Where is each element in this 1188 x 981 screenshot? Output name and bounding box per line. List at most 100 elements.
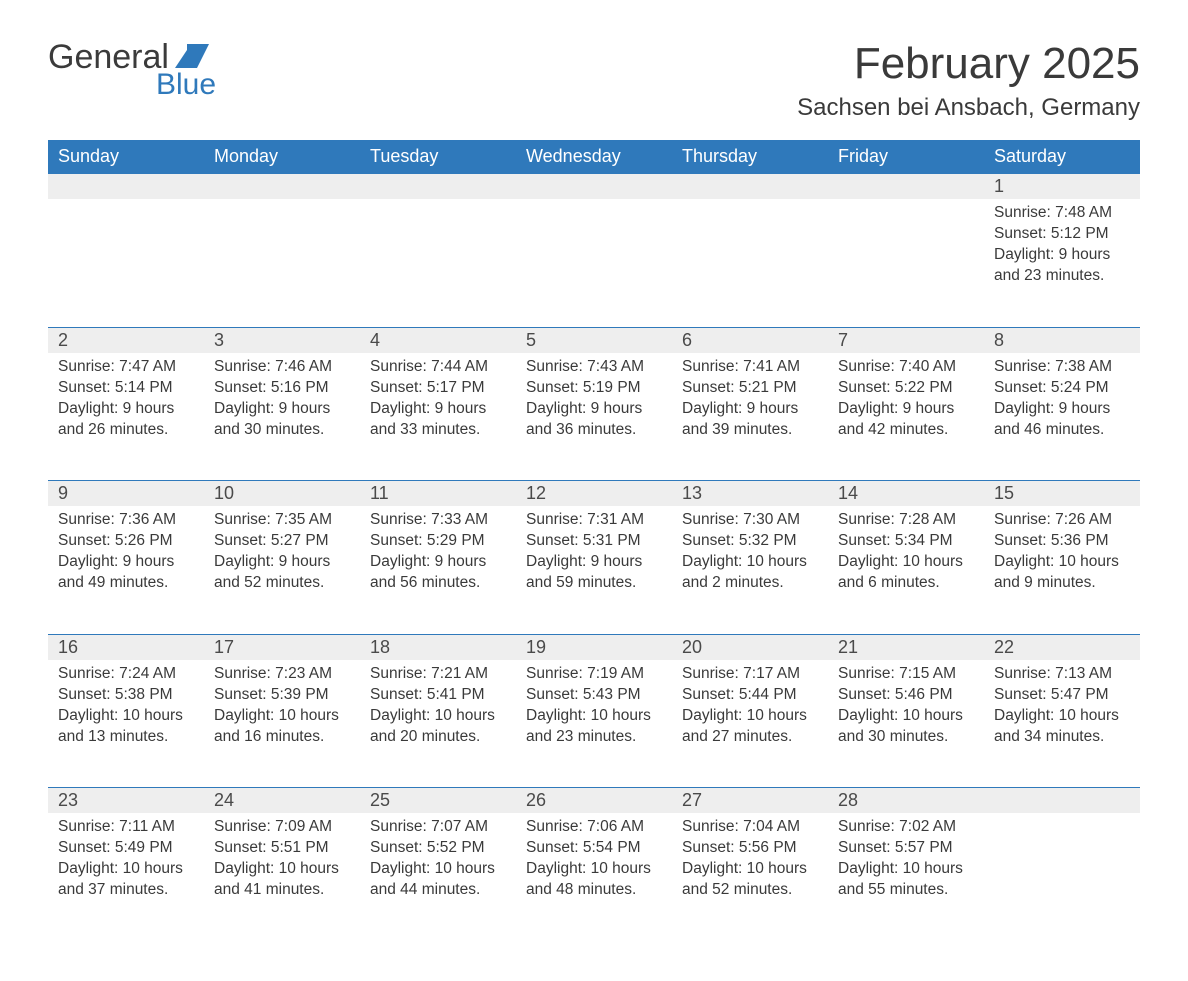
day-content-cell: Sunrise: 7:43 AMSunset: 5:19 PMDaylight:…	[516, 353, 672, 481]
day-content-cell: Sunrise: 7:47 AMSunset: 5:14 PMDaylight:…	[48, 353, 204, 481]
day-number-cell: 17	[204, 634, 360, 660]
sunset-text: Sunset: 5:54 PM	[526, 838, 662, 859]
sunrise-text: Sunrise: 7:06 AM	[526, 817, 662, 838]
day-content-cell: Sunrise: 7:46 AMSunset: 5:16 PMDaylight:…	[204, 353, 360, 481]
day-content-cell: Sunrise: 7:41 AMSunset: 5:21 PMDaylight:…	[672, 353, 828, 481]
daylight-text: Daylight: 9 hours and 42 minutes.	[838, 399, 974, 441]
sunrise-text: Sunrise: 7:09 AM	[214, 817, 350, 838]
day-content-cell: Sunrise: 7:17 AMSunset: 5:44 PMDaylight:…	[672, 660, 828, 788]
day-number-cell: 19	[516, 634, 672, 660]
daylight-text: Daylight: 9 hours and 46 minutes.	[994, 399, 1130, 441]
daylight-text: Daylight: 9 hours and 59 minutes.	[526, 552, 662, 594]
day-number-cell: 13	[672, 481, 828, 507]
sunset-text: Sunset: 5:22 PM	[838, 378, 974, 399]
weekday-header: Tuesday	[360, 140, 516, 174]
weekday-header: Saturday	[984, 140, 1140, 174]
sunset-text: Sunset: 5:24 PM	[994, 378, 1130, 399]
week-number-row: 9101112131415	[48, 481, 1140, 507]
sunrise-text: Sunrise: 7:41 AM	[682, 357, 818, 378]
day-content-cell: Sunrise: 7:30 AMSunset: 5:32 PMDaylight:…	[672, 506, 828, 634]
day-content-cell	[672, 199, 828, 327]
calendar-body: 1Sunrise: 7:48 AMSunset: 5:12 PMDaylight…	[48, 174, 1140, 942]
calendar-table: SundayMondayTuesdayWednesdayThursdayFrid…	[48, 140, 1140, 941]
sunrise-text: Sunrise: 7:21 AM	[370, 664, 506, 685]
sunset-text: Sunset: 5:14 PM	[58, 378, 194, 399]
sunrise-text: Sunrise: 7:19 AM	[526, 664, 662, 685]
day-content-cell: Sunrise: 7:19 AMSunset: 5:43 PMDaylight:…	[516, 660, 672, 788]
daylight-text: Daylight: 10 hours and 13 minutes.	[58, 706, 194, 748]
day-number-cell: 4	[360, 327, 516, 353]
sunrise-text: Sunrise: 7:48 AM	[994, 203, 1130, 224]
sunrise-text: Sunrise: 7:43 AM	[526, 357, 662, 378]
sunset-text: Sunset: 5:49 PM	[58, 838, 194, 859]
day-number-cell: 23	[48, 788, 204, 814]
daylight-text: Daylight: 10 hours and 55 minutes.	[838, 859, 974, 901]
sunrise-text: Sunrise: 7:15 AM	[838, 664, 974, 685]
sunset-text: Sunset: 5:32 PM	[682, 531, 818, 552]
week-number-row: 232425262728	[48, 788, 1140, 814]
day-number-cell: 10	[204, 481, 360, 507]
month-year-title: February 2025	[797, 40, 1140, 88]
sunset-text: Sunset: 5:39 PM	[214, 685, 350, 706]
day-content-cell	[204, 199, 360, 327]
sunrise-text: Sunrise: 7:30 AM	[682, 510, 818, 531]
sunset-text: Sunset: 5:46 PM	[838, 685, 974, 706]
day-number-cell: 1	[984, 174, 1140, 200]
day-number-cell: 18	[360, 634, 516, 660]
page-header: General Blue February 2025 Sachsen bei A…	[48, 40, 1140, 122]
daylight-text: Daylight: 10 hours and 6 minutes.	[838, 552, 974, 594]
day-content-cell: Sunrise: 7:26 AMSunset: 5:36 PMDaylight:…	[984, 506, 1140, 634]
day-number-cell: 21	[828, 634, 984, 660]
daylight-text: Daylight: 10 hours and 48 minutes.	[526, 859, 662, 901]
daylight-text: Daylight: 9 hours and 26 minutes.	[58, 399, 194, 441]
day-number-cell: 7	[828, 327, 984, 353]
sunrise-text: Sunrise: 7:17 AM	[682, 664, 818, 685]
day-number-cell: 2	[48, 327, 204, 353]
day-content-cell	[984, 813, 1140, 941]
weekday-header: Thursday	[672, 140, 828, 174]
daylight-text: Daylight: 10 hours and 27 minutes.	[682, 706, 818, 748]
sunset-text: Sunset: 5:51 PM	[214, 838, 350, 859]
day-content-cell: Sunrise: 7:09 AMSunset: 5:51 PMDaylight:…	[204, 813, 360, 941]
day-number-cell	[516, 174, 672, 200]
sunset-text: Sunset: 5:34 PM	[838, 531, 974, 552]
sunset-text: Sunset: 5:43 PM	[526, 685, 662, 706]
calendar-header: SundayMondayTuesdayWednesdayThursdayFrid…	[48, 140, 1140, 174]
sunset-text: Sunset: 5:17 PM	[370, 378, 506, 399]
sunset-text: Sunset: 5:19 PM	[526, 378, 662, 399]
day-content-cell	[828, 199, 984, 327]
day-number-cell: 16	[48, 634, 204, 660]
sunrise-text: Sunrise: 7:40 AM	[838, 357, 974, 378]
sunrise-text: Sunrise: 7:11 AM	[58, 817, 194, 838]
daylight-text: Daylight: 10 hours and 34 minutes.	[994, 706, 1130, 748]
sunrise-text: Sunrise: 7:28 AM	[838, 510, 974, 531]
daylight-text: Daylight: 9 hours and 52 minutes.	[214, 552, 350, 594]
day-number-cell: 12	[516, 481, 672, 507]
sunset-text: Sunset: 5:47 PM	[994, 685, 1130, 706]
sunrise-text: Sunrise: 7:33 AM	[370, 510, 506, 531]
day-number-cell: 3	[204, 327, 360, 353]
day-content-cell: Sunrise: 7:23 AMSunset: 5:39 PMDaylight:…	[204, 660, 360, 788]
daylight-text: Daylight: 10 hours and 37 minutes.	[58, 859, 194, 901]
day-content-cell: Sunrise: 7:07 AMSunset: 5:52 PMDaylight:…	[360, 813, 516, 941]
day-number-cell	[360, 174, 516, 200]
day-content-cell	[48, 199, 204, 327]
sunset-text: Sunset: 5:56 PM	[682, 838, 818, 859]
day-content-cell: Sunrise: 7:02 AMSunset: 5:57 PMDaylight:…	[828, 813, 984, 941]
brand-word-2: Blue	[156, 70, 216, 100]
day-number-cell	[48, 174, 204, 200]
title-block: February 2025 Sachsen bei Ansbach, Germa…	[797, 40, 1140, 122]
sunset-text: Sunset: 5:52 PM	[370, 838, 506, 859]
day-content-cell: Sunrise: 7:35 AMSunset: 5:27 PMDaylight:…	[204, 506, 360, 634]
daylight-text: Daylight: 10 hours and 23 minutes.	[526, 706, 662, 748]
day-content-cell: Sunrise: 7:48 AMSunset: 5:12 PMDaylight:…	[984, 199, 1140, 327]
daylight-text: Daylight: 9 hours and 33 minutes.	[370, 399, 506, 441]
day-content-cell: Sunrise: 7:15 AMSunset: 5:46 PMDaylight:…	[828, 660, 984, 788]
daylight-text: Daylight: 10 hours and 52 minutes.	[682, 859, 818, 901]
day-number-cell: 25	[360, 788, 516, 814]
sunset-text: Sunset: 5:26 PM	[58, 531, 194, 552]
sunrise-text: Sunrise: 7:23 AM	[214, 664, 350, 685]
sunrise-text: Sunrise: 7:46 AM	[214, 357, 350, 378]
daylight-text: Daylight: 9 hours and 39 minutes.	[682, 399, 818, 441]
weekday-header: Monday	[204, 140, 360, 174]
